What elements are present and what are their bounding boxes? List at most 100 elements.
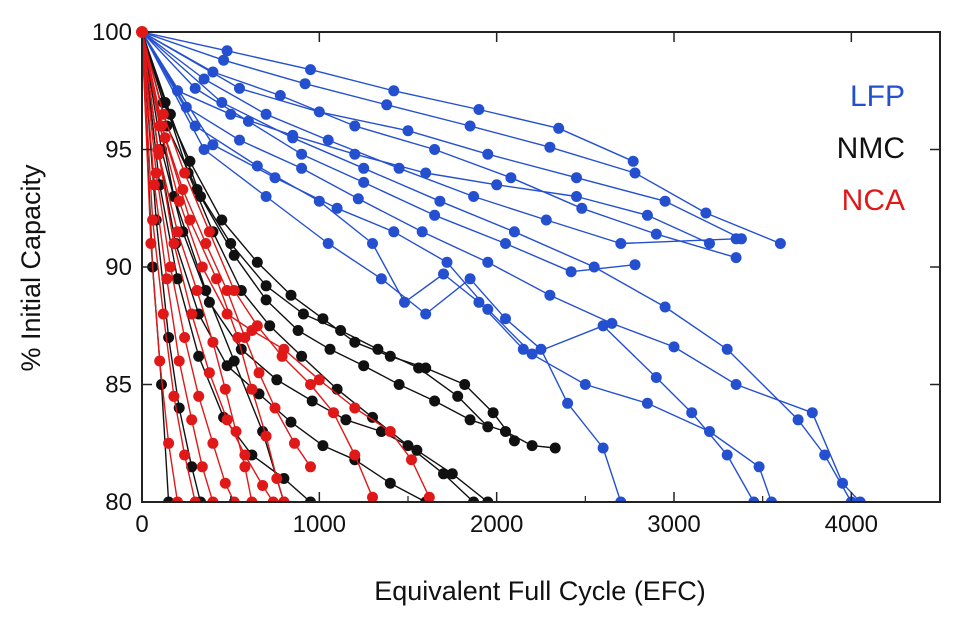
data-point-lfp bbox=[251, 160, 263, 172]
data-point-nmc bbox=[225, 238, 237, 249]
data-point-nca bbox=[173, 355, 185, 367]
data-point-lfp bbox=[352, 193, 364, 205]
data-point-lfp bbox=[627, 155, 639, 167]
data-point-nca bbox=[186, 308, 198, 320]
origin-point bbox=[136, 26, 148, 38]
data-point-lfp bbox=[553, 122, 565, 134]
data-point-lfp bbox=[464, 120, 476, 132]
data-point-lfp bbox=[305, 64, 316, 76]
data-point-nmc bbox=[508, 435, 520, 447]
data-point-lfp bbox=[735, 233, 747, 245]
data-point-lfp bbox=[704, 238, 715, 249]
data-point-nmc bbox=[335, 325, 347, 336]
data-point-nca bbox=[153, 148, 165, 160]
data-point-lfp bbox=[198, 144, 210, 155]
data-point-nmc bbox=[172, 273, 183, 285]
data-point-nca bbox=[207, 336, 219, 348]
cell-line-nmc-2 bbox=[142, 31, 556, 449]
data-point-lfp bbox=[269, 172, 281, 184]
legend-label-nmc: NMC bbox=[837, 132, 905, 165]
data-point-nmc bbox=[297, 308, 309, 320]
data-point-nmc bbox=[487, 407, 499, 419]
data-point-nmc bbox=[193, 350, 205, 362]
data-point-nmc bbox=[452, 390, 464, 402]
data-point-lfp bbox=[730, 252, 742, 264]
cell-line-lfp-11 bbox=[142, 31, 852, 502]
data-point-lfp bbox=[473, 296, 485, 308]
cell-line-lfp-9 bbox=[142, 31, 622, 502]
data-point-lfp bbox=[659, 195, 671, 207]
data-point-lfp bbox=[189, 82, 201, 94]
data-point-nca bbox=[260, 430, 272, 442]
data-point-lfp bbox=[629, 167, 641, 179]
data-point-lfp bbox=[464, 273, 476, 285]
cell-line-nca-7 bbox=[142, 31, 312, 468]
data-point-nmc bbox=[459, 379, 471, 390]
data-point-lfp bbox=[686, 407, 698, 419]
data-point-nca bbox=[154, 355, 166, 367]
data-point-lfp bbox=[576, 202, 588, 214]
data-point-lfp bbox=[260, 108, 272, 120]
data-point-lfp bbox=[500, 238, 511, 249]
data-point-lfp bbox=[517, 343, 529, 355]
data-point-lfp bbox=[198, 73, 210, 85]
data-point-lfp bbox=[535, 343, 547, 355]
data-point-lfp bbox=[704, 426, 715, 437]
data-point-nca bbox=[246, 383, 258, 395]
data-point-nmc bbox=[216, 214, 228, 226]
data-point-lfp bbox=[641, 209, 653, 221]
data-point-lfp bbox=[434, 195, 446, 207]
data-point-nmc bbox=[184, 155, 196, 167]
data-point-lfp bbox=[242, 115, 254, 127]
data-point-lfp bbox=[402, 125, 414, 137]
data-point-nmc bbox=[393, 379, 405, 390]
data-point-nmc bbox=[271, 374, 283, 386]
cell-line-nca-6 bbox=[142, 31, 196, 502]
data-point-lfp bbox=[544, 289, 556, 301]
data-point-nca bbox=[179, 332, 191, 343]
data-point-nmc bbox=[305, 496, 316, 502]
data-point-lfp bbox=[313, 106, 325, 118]
data-point-lfp bbox=[468, 191, 480, 202]
data-point-nmc bbox=[306, 395, 318, 407]
data-point-nmc bbox=[200, 285, 212, 296]
data-point-nca bbox=[271, 473, 283, 484]
series-nmc bbox=[142, 31, 561, 502]
cell-line-lfp-7 bbox=[142, 31, 773, 502]
data-point-lfp bbox=[792, 414, 804, 426]
data-point-lfp bbox=[322, 134, 334, 146]
data-point-lfp bbox=[571, 172, 582, 184]
data-point-nmc bbox=[156, 379, 167, 390]
data-point-nmc bbox=[367, 411, 378, 423]
y-tick-label: 85 bbox=[105, 372, 132, 399]
data-point-lfp bbox=[296, 162, 308, 174]
data-point-lfp bbox=[420, 308, 432, 320]
data-point-lfp bbox=[526, 348, 538, 360]
data-point-nca bbox=[156, 120, 167, 132]
data-point-lfp bbox=[540, 214, 552, 226]
data-point-nca bbox=[367, 491, 378, 502]
data-point-lfp bbox=[388, 226, 400, 238]
data-point-nmc bbox=[500, 426, 511, 437]
data-point-nmc bbox=[549, 442, 561, 454]
x-axis-title: Equivalent Full Cycle (EFC) bbox=[374, 576, 706, 606]
data-point-nca bbox=[219, 477, 231, 489]
data-point-lfp bbox=[579, 379, 591, 390]
cell-line-lfp-3 bbox=[142, 31, 737, 259]
data-point-lfp bbox=[721, 343, 733, 355]
data-point-nca bbox=[172, 226, 183, 238]
data-point-nmc bbox=[186, 461, 198, 473]
data-point-lfp bbox=[221, 45, 233, 57]
series-nca bbox=[142, 31, 435, 502]
series-layer bbox=[142, 31, 866, 502]
data-point-lfp bbox=[207, 139, 219, 151]
data-point-nca bbox=[193, 390, 205, 402]
data-point-lfp bbox=[482, 148, 494, 160]
data-point-lfp bbox=[358, 162, 370, 174]
legend-label-nca: NCA bbox=[842, 184, 905, 217]
data-point-lfp bbox=[748, 496, 760, 502]
data-point-nca bbox=[207, 496, 219, 502]
data-point-lfp bbox=[482, 256, 494, 268]
data-point-lfp bbox=[218, 54, 230, 66]
